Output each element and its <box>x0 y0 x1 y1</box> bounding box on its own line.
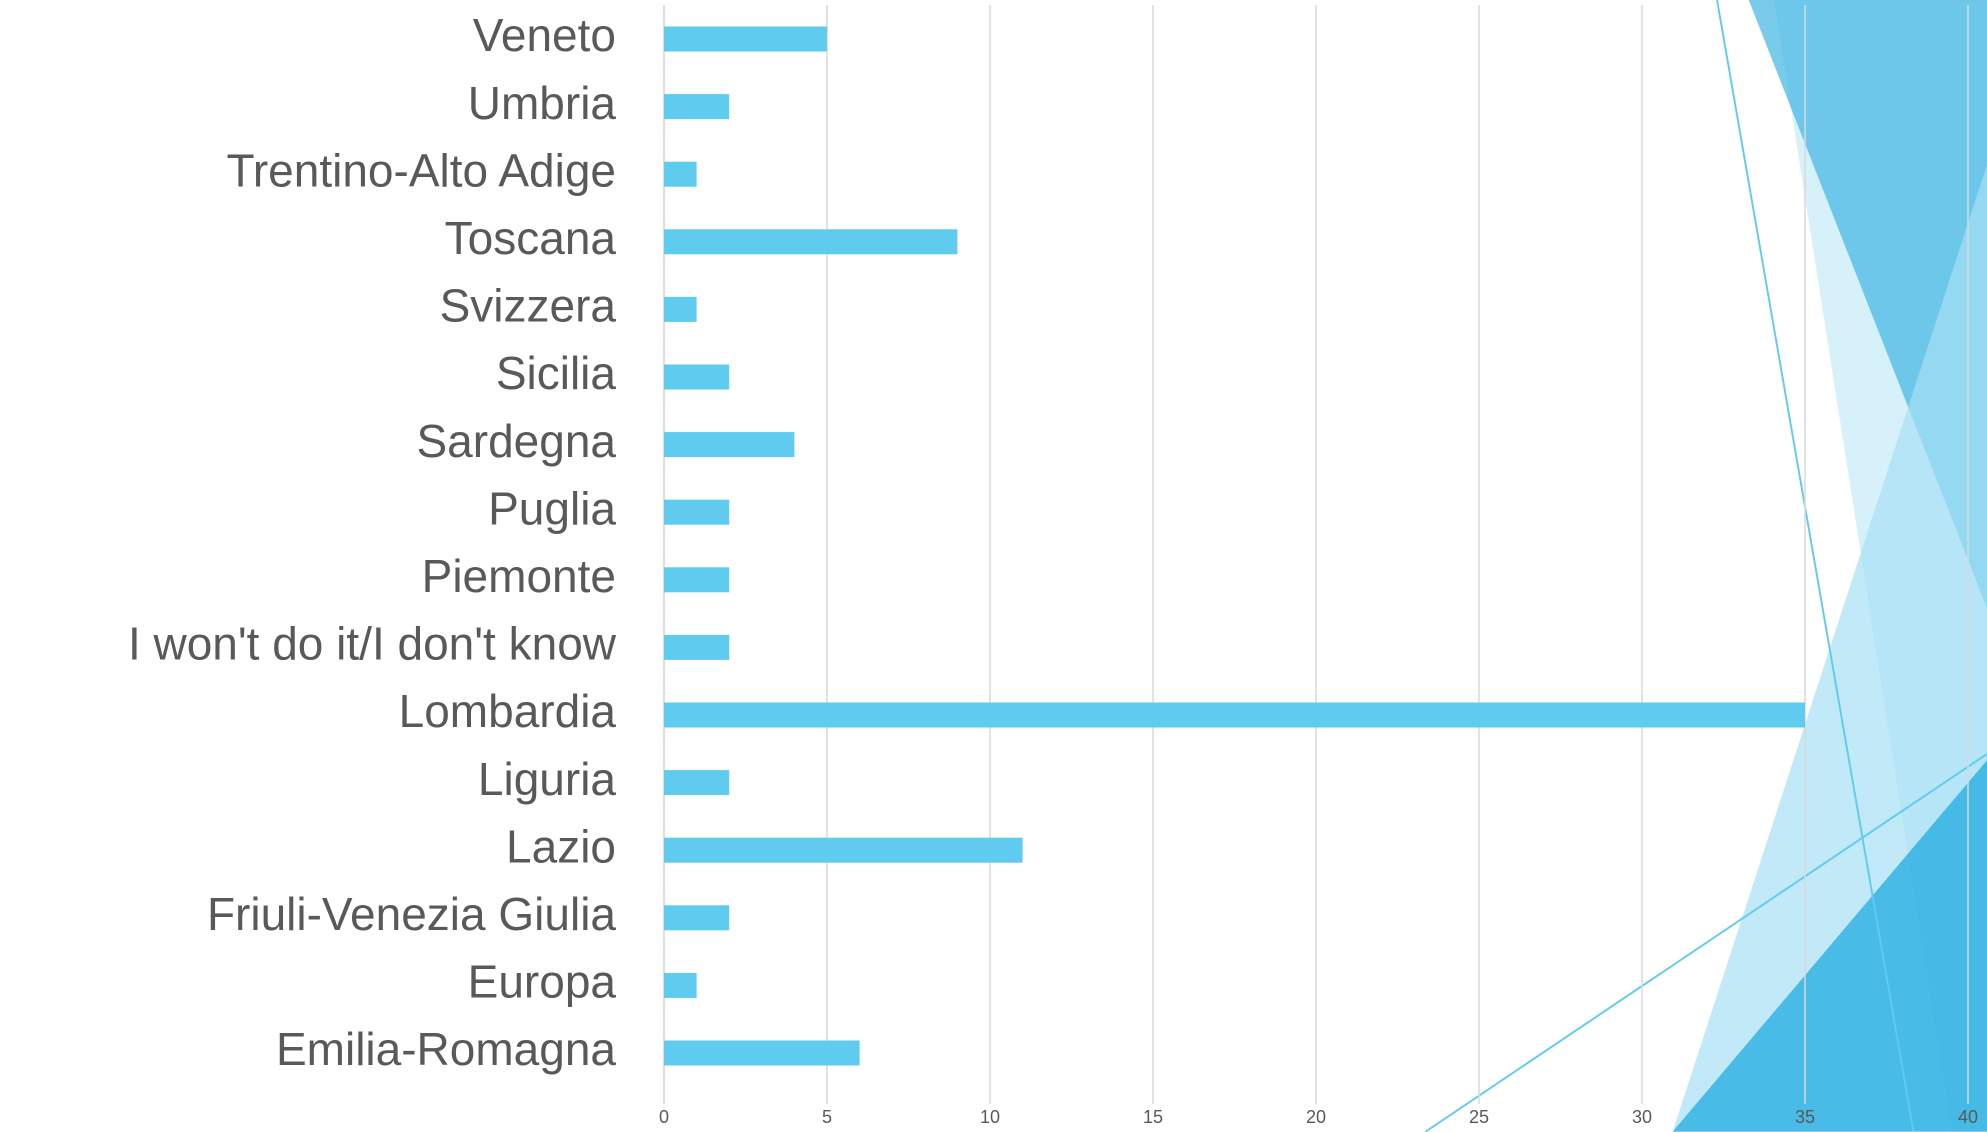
x-tick-label: 0 <box>659 1107 669 1127</box>
x-tick-label: 15 <box>1143 1107 1163 1127</box>
bar <box>664 837 1023 863</box>
y-tick-label: Puglia <box>488 482 616 534</box>
bar <box>664 905 730 931</box>
x-tick-label: 30 <box>1632 1107 1652 1127</box>
bar <box>664 567 730 593</box>
chart: 0 5 10 15 20 25 30 35 40 Veneto Umbria Trentino-Alt… <box>128 5 1978 1127</box>
y-tick-label: Trentino-Alto Adige <box>226 144 616 196</box>
y-tick-label: Lazio <box>506 820 616 872</box>
bar <box>664 364 730 390</box>
grid <box>663 5 1969 1104</box>
y-tick-label: Europa <box>468 956 617 1008</box>
x-tick-label: 5 <box>822 1107 832 1127</box>
y-tick-label: Svizzera <box>440 280 617 332</box>
bar <box>664 161 697 187</box>
decoration <box>1425 0 1987 1132</box>
x-tick-label: 10 <box>980 1107 1000 1127</box>
bar <box>664 634 730 660</box>
x-tick-label: 25 <box>1469 1107 1489 1127</box>
x-tick-label: 35 <box>1795 1107 1815 1127</box>
bar <box>664 499 730 525</box>
y-tick-label: Sardegna <box>417 415 617 467</box>
bar <box>664 1040 860 1066</box>
y-tick-label: Veneto <box>473 9 616 61</box>
y-tick-label: Lombardia <box>399 685 617 737</box>
x-tick-label: 20 <box>1306 1107 1326 1127</box>
y-tick-label: Sicilia <box>496 347 617 399</box>
bar <box>664 94 730 120</box>
bar <box>664 770 730 796</box>
bar <box>664 296 697 322</box>
deco-shape <box>1672 760 1987 1132</box>
bar <box>664 972 697 998</box>
y-tick-label: Liguria <box>478 753 617 805</box>
bar <box>664 229 958 255</box>
y-tick-label: Emilia-Romagna <box>276 1023 616 1075</box>
y-tick-label: Umbria <box>468 77 617 129</box>
y-tick-label: Toscana <box>445 212 617 264</box>
deco-line <box>1716 0 1915 1132</box>
x-tick-label: 40 <box>1958 1107 1978 1127</box>
deco-line <box>1425 753 1987 1132</box>
y-tick-label: I won't do it/I don't know <box>128 618 617 670</box>
bar <box>664 26 827 52</box>
bar <box>664 702 1805 728</box>
bar <box>664 432 795 458</box>
y-tick-label: Friuli-Venezia Giulia <box>207 888 616 940</box>
y-tick-label: Piemonte <box>422 550 616 602</box>
